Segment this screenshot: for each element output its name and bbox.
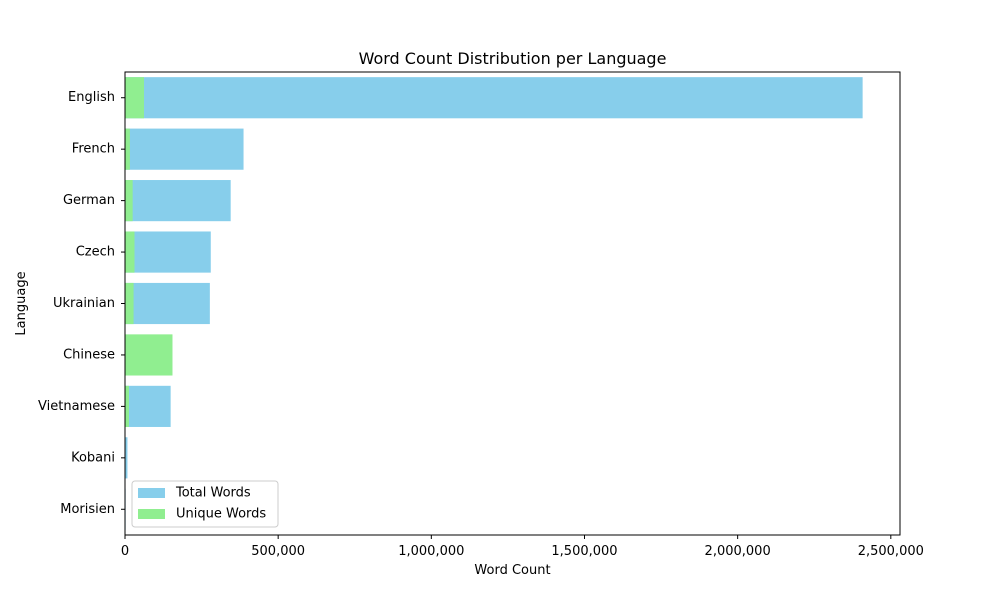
bar-unique-english: [125, 77, 144, 119]
x-tick-label: 1,000,000: [398, 544, 464, 559]
bar-total-vietnamese: [125, 385, 171, 427]
y-tick-label-chinese: Chinese: [63, 347, 115, 362]
legend-label-unique: Unique Words: [176, 507, 266, 522]
bar-total-german: [125, 180, 231, 222]
bar-total-kobani: [125, 437, 128, 479]
y-tick-label-vietnamese: Vietnamese: [38, 399, 115, 414]
legend-box: [131, 480, 279, 528]
bar-unique-french: [125, 128, 130, 170]
x-tick-label: 2,500,000: [858, 544, 924, 559]
x-tick-label: 2,000,000: [705, 544, 771, 559]
x-axis-label: Word Count: [474, 563, 550, 578]
bar-unique-vietnamese: [125, 385, 129, 427]
y-tick-label-french: French: [72, 142, 115, 157]
x-tick-label: 1,500,000: [551, 544, 617, 559]
x-axis: 0 500,000 1,000,000 1,500,000 2,000,000 2,500…: [121, 535, 924, 559]
x-tick-label: 0: [121, 544, 129, 559]
bar-unique-chinese: [125, 334, 173, 376]
bar-total-english: [125, 77, 863, 119]
y-tick-label-czech: Czech: [76, 245, 115, 260]
y-tick-label-morisien: Morisien: [60, 502, 115, 517]
bar-total-ukrainian: [125, 282, 210, 325]
legend-label-total: Total Words: [175, 486, 251, 501]
y-axis: English French German Czech Ukrainian Chinese…: [38, 90, 125, 517]
y-tick-label-kobani: Kobani: [71, 450, 115, 465]
chart-title: Word Count Distribution per Language: [359, 49, 667, 68]
y-axis-label: Language: [14, 271, 29, 335]
bars-group: [125, 77, 863, 530]
y-tick-label-german: German: [63, 193, 115, 208]
legend-swatch-unique: [138, 509, 165, 519]
bar-unique-german: [125, 180, 133, 222]
bar-total-czech: [125, 231, 211, 273]
y-tick-label-ukrainian: Ukrainian: [53, 296, 115, 311]
bar-unique-ukrainian: [125, 282, 134, 325]
bar-unique-czech: [125, 231, 135, 273]
legend-swatch-total: [138, 488, 165, 498]
bar-total-french: [125, 128, 244, 170]
legend: Total Words Unique Words: [131, 480, 279, 528]
x-tick-label: 500,000: [251, 544, 305, 559]
y-tick-label-english: English: [68, 90, 115, 105]
